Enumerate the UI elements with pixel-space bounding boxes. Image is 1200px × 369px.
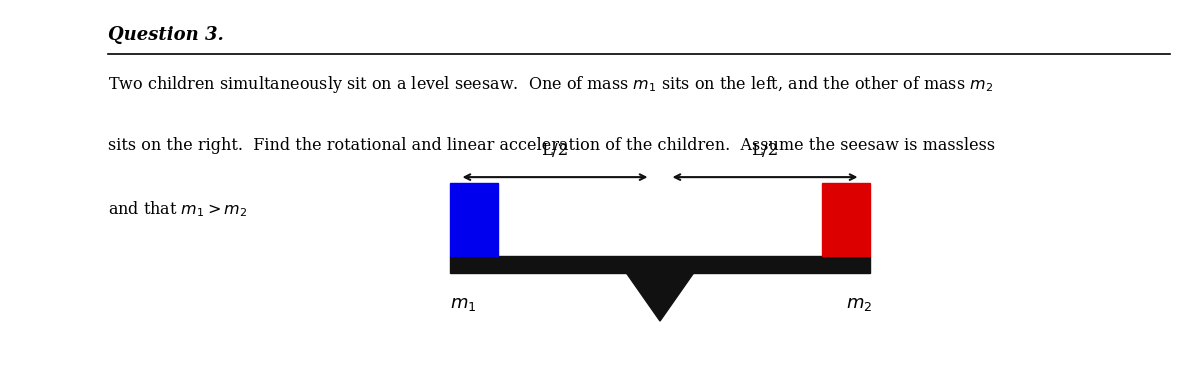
Text: $m_2$: $m_2$ xyxy=(846,295,872,313)
Text: L/2: L/2 xyxy=(751,142,779,159)
Text: Two children simultaneously sit on a level seesaw.  One of mass $m_1$ sits on th: Two children simultaneously sit on a lev… xyxy=(108,74,994,95)
Bar xyxy=(822,183,870,256)
Polygon shape xyxy=(626,273,694,321)
Text: Question 3.: Question 3. xyxy=(108,26,223,44)
Bar xyxy=(450,183,498,256)
Text: L/2: L/2 xyxy=(541,142,569,159)
Text: sits on the right.  Find the rotational and linear acceleration of the children.: sits on the right. Find the rotational a… xyxy=(108,137,995,154)
Bar xyxy=(450,256,870,273)
Text: and that $m_1 > m_2$: and that $m_1 > m_2$ xyxy=(108,199,247,219)
Text: $m_1$: $m_1$ xyxy=(450,295,476,313)
